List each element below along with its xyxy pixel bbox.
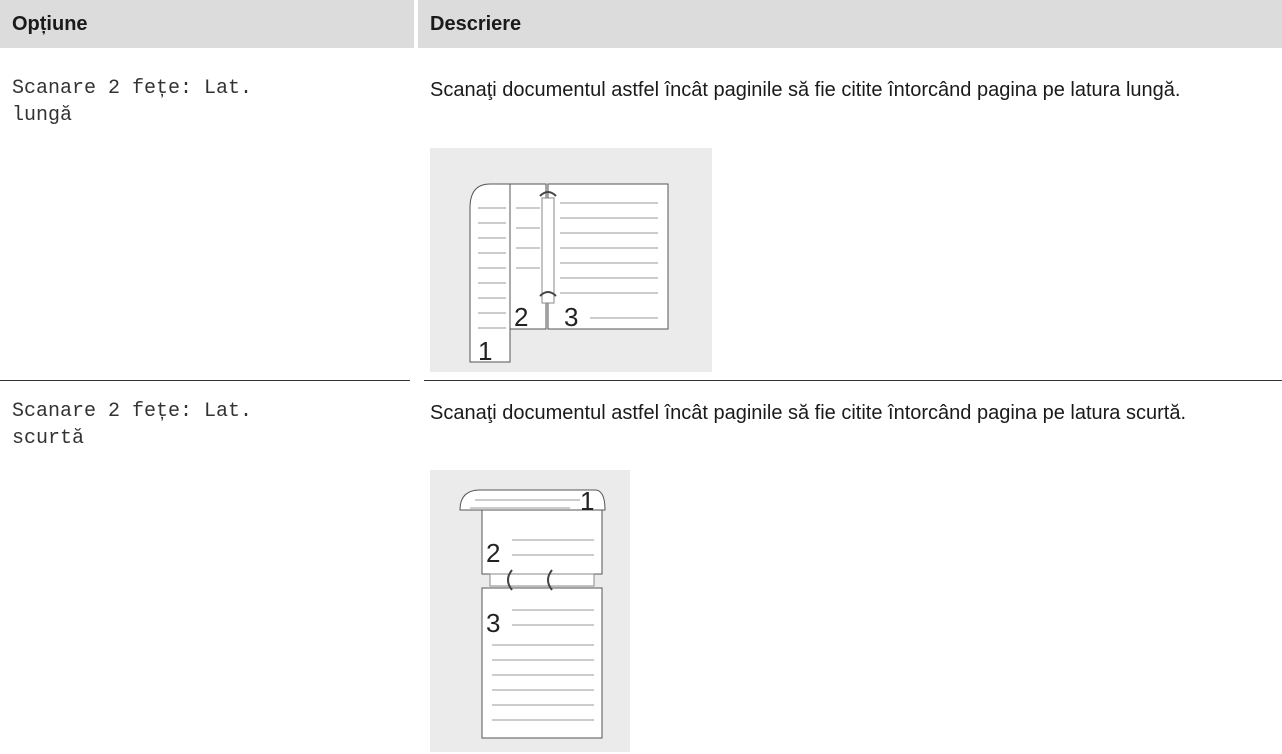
option-text: Scanare 2 fețe: Lat. lungă xyxy=(12,77,253,127)
page-number: 3 xyxy=(564,302,578,332)
page-number: 2 xyxy=(486,538,500,568)
short-edge-figure: 1 2 3 xyxy=(430,470,630,752)
page-number: 2 xyxy=(514,302,528,332)
description-text: Scanaţi documentul astfel încât paginile… xyxy=(430,402,1187,424)
description-text: Scanaţi documentul astfel încât paginile… xyxy=(430,79,1181,101)
header-cell: Opțiune xyxy=(0,0,414,48)
long-edge-figure: 1 2 3 xyxy=(430,148,712,372)
header-cell: Descriere xyxy=(418,0,1282,48)
page-number: 1 xyxy=(478,336,492,366)
page-number: 3 xyxy=(486,608,500,638)
page-number: 1 xyxy=(580,486,594,516)
row-separator xyxy=(424,380,1282,381)
row-separator xyxy=(0,380,410,381)
option-text: Scanare 2 fețe: Lat. scurtă xyxy=(12,400,253,450)
table-header: Opțiune Descriere xyxy=(0,0,1282,48)
